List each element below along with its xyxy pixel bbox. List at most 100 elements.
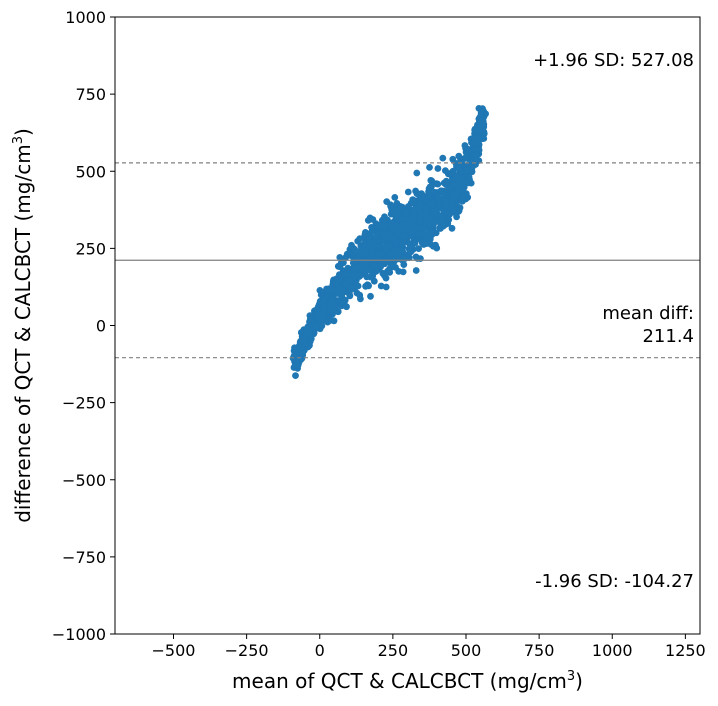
data-point <box>442 202 450 209</box>
data-point <box>414 190 422 198</box>
y-tick-label: 250 <box>75 239 106 258</box>
data-point <box>475 134 482 142</box>
data-point <box>367 292 374 300</box>
data-point <box>453 213 460 221</box>
x-tick-label: 500 <box>451 641 482 660</box>
lower-limit-annotation: -1.96 SD: -104.27 <box>535 571 694 592</box>
data-point <box>344 264 352 272</box>
data-point <box>439 154 447 162</box>
data-point <box>417 218 425 225</box>
data-point <box>374 250 382 258</box>
data-point <box>413 169 421 177</box>
data-point <box>391 194 399 201</box>
y-tick-label: −750 <box>62 548 106 567</box>
data-point <box>373 243 381 250</box>
data-point <box>342 254 349 261</box>
x-axis-label: mean of QCT & CALCBCT (mg/cm3) <box>232 669 583 693</box>
data-point <box>405 254 413 262</box>
data-point <box>460 193 468 201</box>
data-point <box>434 180 442 188</box>
data-point <box>404 203 412 210</box>
data-point <box>448 224 456 232</box>
data-point <box>393 227 401 235</box>
data-point <box>425 192 433 200</box>
x-axis-ticks: −500 −250 0 250 500 750 1000 1250 <box>152 634 706 660</box>
data-point <box>417 211 425 219</box>
data-point <box>428 200 435 208</box>
data-point <box>475 123 483 131</box>
data-point <box>442 177 450 185</box>
x-tick-label: 1250 <box>665 641 706 660</box>
data-point <box>307 335 315 343</box>
mean-diff-annotation-label: mean diff: <box>602 303 694 324</box>
x-tick-label: 1000 <box>592 641 633 660</box>
data-point <box>415 245 422 253</box>
data-point <box>387 263 395 270</box>
data-point <box>384 267 392 275</box>
data-point <box>343 303 350 311</box>
x-tick-label: 250 <box>378 641 409 660</box>
data-point <box>478 116 485 123</box>
data-point <box>299 334 307 341</box>
data-point <box>398 241 406 249</box>
data-point <box>364 217 372 224</box>
data-point <box>312 323 320 331</box>
data-point <box>406 248 414 256</box>
data-point <box>416 229 423 237</box>
data-point <box>329 286 337 294</box>
data-point <box>368 250 376 258</box>
data-point <box>320 296 328 304</box>
data-point <box>365 266 373 274</box>
data-point <box>362 282 369 290</box>
data-point <box>403 225 410 233</box>
y-tick-label: 1000 <box>65 8 106 27</box>
data-point <box>409 213 417 221</box>
data-point <box>327 316 335 324</box>
data-point <box>427 177 435 184</box>
y-tick-label: 500 <box>75 162 106 181</box>
data-point <box>367 273 374 281</box>
data-point <box>399 248 407 255</box>
data-point <box>379 230 386 238</box>
data-point <box>357 295 364 303</box>
data-point <box>462 179 470 186</box>
data-point <box>292 372 299 379</box>
data-point <box>410 206 418 214</box>
data-point <box>461 142 469 149</box>
data-point <box>470 138 478 146</box>
data-point <box>394 208 402 216</box>
y-tick-label: 0 <box>96 317 106 336</box>
y-axis-ticks: 1000 750 500 250 0 −250 −500 −750 −1000 <box>52 8 115 644</box>
data-point <box>379 222 387 229</box>
y-tick-label: −1000 <box>52 625 106 644</box>
data-point <box>291 344 298 352</box>
data-point <box>450 182 457 189</box>
mean-diff-annotation-value: 211.4 <box>642 326 694 347</box>
data-point <box>423 240 430 248</box>
data-point <box>462 166 470 174</box>
data-point <box>365 236 372 244</box>
reference-lines <box>115 162 700 359</box>
data-point <box>438 211 446 219</box>
data-point <box>434 165 442 172</box>
data-point <box>404 188 412 196</box>
data-point <box>383 198 391 206</box>
data-point <box>437 187 445 195</box>
data-point <box>424 221 432 229</box>
x-tick-label: −250 <box>225 641 269 660</box>
data-point <box>452 172 460 180</box>
data-point <box>456 160 464 168</box>
y-tick-label: −250 <box>62 394 106 413</box>
data-point <box>399 268 407 276</box>
data-point <box>341 271 349 278</box>
data-point <box>414 224 422 232</box>
data-point <box>432 241 439 249</box>
data-point <box>424 233 431 241</box>
upper-limit-annotation: +1.96 SD: 527.08 <box>533 50 694 71</box>
data-point <box>385 230 393 238</box>
data-point <box>299 340 307 348</box>
data-point <box>340 259 347 267</box>
data-point <box>362 243 370 251</box>
data-point <box>388 223 396 230</box>
